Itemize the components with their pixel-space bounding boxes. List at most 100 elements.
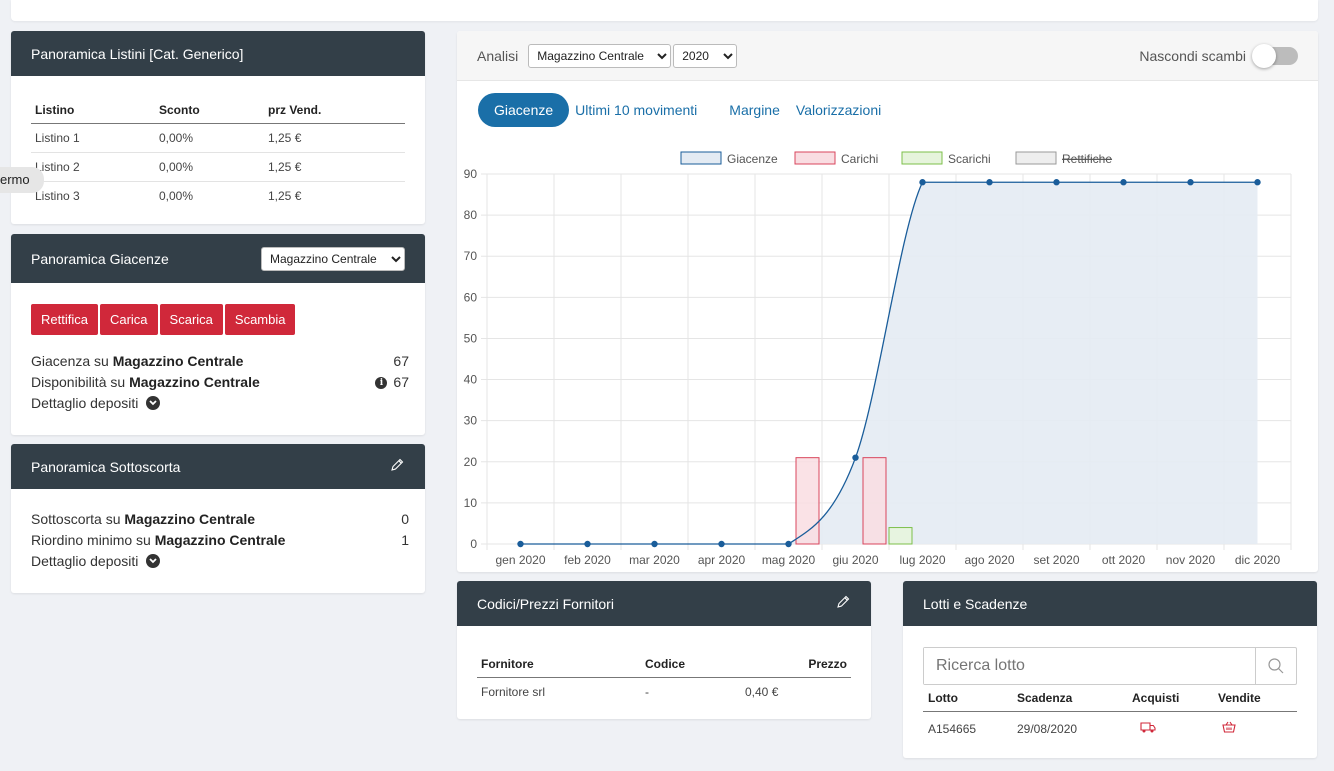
dettaglio-depositi-toggle[interactable]: Dettaglio depositi [31,551,409,572]
giacenze-point [1120,179,1127,186]
top-bar [11,0,1318,21]
giacenze-chart: 0 10 20 30 40 50 60 70 80 90 gen 2020 feb 2020 mar 2… [464,151,1292,567]
nascondi-scambi-label: Nascondi scambi [1139,47,1246,64]
search-icon[interactable] [1255,648,1296,684]
legend-label: Scarichi [948,152,991,166]
y-tick-label: 80 [464,208,478,222]
x-tick-label: ott 2020 [1102,553,1146,567]
table-cell: 1,25 € [264,152,405,182]
table-cell: - [645,685,649,699]
listini-table: Listino Sconto prz Vend. Listino 1 0,00%… [31,97,405,210]
table-row: Listino 1 0,00% 1,25 € [31,123,405,153]
table-row: Listino 3 0,00% 1,25 € [31,182,405,211]
analisi-warehouse-select[interactable]: Magazzino Centrale [528,43,672,68]
table-cell: 1,25 € [264,123,405,153]
disponibilita-warehouse: Magazzino Centrale [129,374,260,390]
col-header: Vendite [1214,685,1297,712]
dettaglio-label: Dettaglio depositi [31,553,139,569]
col-header: Scadenza [1013,685,1128,712]
riordino-label: Riordino minimo su [31,532,155,548]
scarica-button[interactable]: Scarica [159,304,223,335]
y-tick-label: 10 [464,496,478,510]
y-tick-label: 50 [464,331,478,345]
scambia-button[interactable]: Scambia [224,304,296,335]
giacenze-point [986,179,993,186]
table-cell: Listino 1 [31,123,155,153]
giacenze-header: Panoramica Giacenze Magazzino Centrale [11,234,425,283]
legend-label: Giacenze [727,152,778,166]
warehouse-select[interactable]: Magazzino Centrale [261,246,405,271]
pencil-icon[interactable] [389,457,405,476]
listini-title: Panoramica Listini [Cat. Generico] [31,45,244,62]
y-tick-label: 30 [464,414,478,428]
legend-swatch [901,151,943,165]
giacenze-card: Panoramica Giacenze Magazzino Centrale R… [11,234,425,435]
col-header: prz Vend. [264,97,405,124]
lotti-header: Lotti e Scadenze [903,581,1317,626]
y-tick-label: 60 [464,290,478,304]
x-tick-label: gen 2020 [495,553,545,567]
tab-ultimi-movimenti[interactable]: Ultimi 10 movimenti [575,102,698,118]
tooltip: ermo [0,167,44,193]
giacenza-value: 67 [393,353,409,369]
table-cell: 0,00% [155,152,264,182]
col-header: Codice [641,651,745,678]
disponibilita-value: 67 [393,374,409,390]
dettaglio-depositi-toggle[interactable]: Dettaglio depositi [31,393,409,414]
table-cell: Listino 3 [35,189,80,203]
bar-scarichi [888,527,913,545]
table-row: Listino 2 0,00% 1,25 € [31,152,405,182]
table-cell: 0,00% [155,123,264,153]
giacenze-point [1254,179,1261,186]
x-tick-label: mar 2020 [629,553,680,567]
table-row: A154665 29/08/2020 [923,712,1297,746]
table-cell [1214,712,1297,746]
lotti-table: Lotto Scadenza Acquisti Vendite A154665 … [923,685,1297,745]
table-row: Fornitore srl - 0,40 € [477,678,851,707]
legend-label: Rettifiche [1062,152,1112,166]
giacenze-area [520,182,1258,544]
table-cell: A154665 [928,721,977,736]
x-tick-label: set 2020 [1033,553,1079,567]
y-tick-label: 20 [464,455,478,469]
x-tick-label: nov 2020 [1166,553,1216,567]
table-cell: 1,25 € [268,189,302,203]
table-cell [1128,712,1214,746]
giacenze-title: Panoramica Giacenze [31,250,169,267]
giacenze-point [785,540,792,548]
rettifica-button[interactable]: Rettifica [31,304,98,335]
fornitori-header: Codici/Prezzi Fornitori [457,581,871,626]
listini-header: Panoramica Listini [Cat. Generico] [11,31,425,76]
tab-margine[interactable]: Margine [729,102,780,118]
y-tick-label: 40 [464,373,478,387]
lotto-search-group [923,647,1297,685]
pencil-icon[interactable] [835,594,851,613]
info-icon[interactable]: i [375,376,388,389]
listini-card: Panoramica Listini [Cat. Generico] Listi… [11,31,425,224]
sottoscorta-title: Panoramica Sottoscorta [31,458,181,475]
lotti-title: Lotti e Scadenze [923,595,1028,612]
sottoscorta-label: Sottoscorta su [31,511,125,527]
chevron-down-icon [146,396,161,410]
tab-valorizzazioni[interactable]: Valorizzazioni [795,102,882,118]
basket-icon[interactable] [1222,721,1236,736]
col-header: Sconto [155,97,264,124]
bar-carichi [795,457,820,545]
x-tick-label: feb 2020 [564,553,611,567]
sottoscorta-card: Panoramica Sottoscorta Sottoscorta su Ma… [11,444,425,593]
col-header: Fornitore [477,651,641,678]
fornitori-title: Codici/Prezzi Fornitori [477,595,614,612]
year-select[interactable]: 2020 [673,43,738,68]
lotto-search-input[interactable] [924,648,1255,684]
nascondi-scambi-toggle[interactable] [1252,43,1298,68]
x-tick-label: apr 2020 [698,553,746,567]
tab-giacenze[interactable]: Giacenze [478,93,570,127]
dettaglio-label: Dettaglio depositi [31,395,139,411]
table-cell: Fornitore srl [481,685,546,699]
truck-icon[interactable] [1140,722,1156,736]
legend-swatch [680,151,722,165]
table-cell: 0,00% [159,189,194,203]
chevron-down-icon [146,554,161,568]
carica-button[interactable]: Carica [99,304,158,335]
riordino-value: 1 [401,532,409,548]
